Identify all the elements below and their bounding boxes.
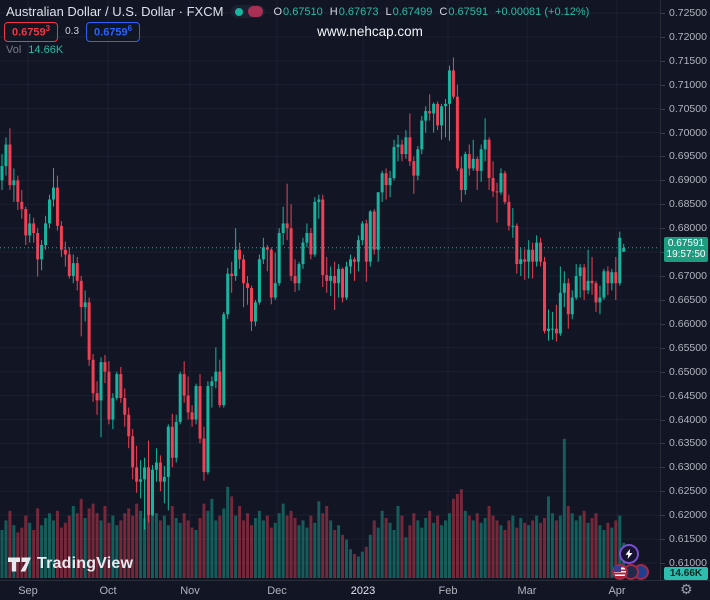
price-axis-tick: [661, 36, 665, 38]
price-axis-tick: [661, 323, 665, 325]
price-axis-label: 0.67000: [669, 270, 707, 283]
time-axis-label: Apr: [608, 585, 626, 597]
chart-pane[interactable]: Australian Dollar / U.S. Dollar · FXCM O…: [0, 0, 660, 580]
price-axis-label: 0.64000: [669, 413, 707, 426]
price-axis[interactable]: 0.67591 19:57:50 14.66K 0.72500 0.72000 0.…: [660, 0, 710, 580]
bid-ask-row: 0.67593 0.3 0.67596: [4, 22, 141, 42]
price-axis-tick: [661, 299, 665, 301]
price-axis-label: 0.66000: [669, 317, 707, 330]
ohlc-open: O0.67510: [273, 5, 323, 18]
price-axis-tick: [661, 156, 665, 158]
price-axis-label: 0.68000: [669, 222, 707, 235]
lightning-glyph-icon: [625, 549, 633, 559]
price-axis-label: 0.64500: [669, 389, 707, 402]
price-axis-tick: [661, 347, 665, 349]
ohlc-close: C0.67591: [439, 5, 489, 18]
vol-value: 14.66K: [28, 44, 64, 56]
price-axis-tick: [661, 491, 665, 493]
price-axis-tick: [661, 108, 665, 110]
price-axis-label: 0.65500: [669, 341, 707, 354]
price-axis-label: 0.68500: [669, 198, 707, 211]
spread-value: 0.3: [65, 26, 80, 38]
price-axis-tick: [661, 180, 665, 182]
time-axis-label: Feb: [438, 585, 458, 597]
price-axis-tick: [661, 276, 665, 278]
price-axis-label: 0.63000: [669, 461, 707, 474]
price-axis-tick: [661, 371, 665, 373]
price-axis-label: 0.65000: [669, 365, 707, 378]
ohlc-readout: O0.67510 H0.67673 L0.67499 C0.67591 +0.0…: [273, 6, 589, 18]
time-axis-label: Nov: [180, 585, 200, 597]
time-axis-label: Mar: [517, 585, 537, 597]
price-axis-tick: [661, 204, 665, 206]
time-axis-label: Oct: [99, 585, 117, 597]
buy-ask-button[interactable]: 0.67596: [86, 22, 141, 42]
price-axis-tick: [661, 228, 665, 230]
price-axis-tick: [661, 515, 665, 517]
tradingview-logo[interactable]: TradingView: [8, 555, 133, 573]
last-price-value: 0.67591: [667, 237, 705, 249]
price-axis-tick: [661, 395, 665, 397]
market-status-toggle-icon[interactable]: [231, 5, 266, 18]
market-open-dot-icon: [235, 7, 244, 16]
candlestick-chart[interactable]: [0, 0, 660, 580]
chart-header: Australian Dollar / U.S. Dollar · FXCM O…: [6, 4, 589, 19]
price-axis-label: 0.72500: [669, 7, 707, 19]
ohlc-change: +0.00081 (+0.12%): [495, 5, 590, 18]
price-axis-label: 0.70000: [669, 126, 707, 139]
time-axis-label: 2023: [350, 585, 376, 597]
last-price-badge: 0.67591 19:57:50: [664, 236, 708, 262]
bar-countdown: 19:57:50: [666, 249, 706, 261]
price-axis-tick: [661, 419, 665, 421]
ohlc-low: L0.67499: [385, 5, 433, 18]
price-axis-label: 0.63500: [669, 437, 707, 450]
price-axis-tick: [661, 467, 665, 469]
price-axis-label: 0.62000: [669, 509, 707, 522]
price-axis-label: 0.69000: [669, 174, 707, 187]
price-axis-label: 0.61000: [669, 557, 707, 569]
price-axis-tick: [661, 13, 665, 14]
vol-label: Vol: [6, 44, 22, 56]
price-axis-tick: [661, 539, 665, 541]
price-axis-tick: [661, 132, 665, 134]
us-flag-icon: [612, 564, 628, 580]
time-axis-label: Sep: [18, 585, 38, 597]
boost-lightning-icon[interactable]: [619, 544, 639, 564]
time-axis-label: Dec: [267, 585, 287, 597]
volume-axis-badge: 14.66K: [664, 567, 708, 580]
price-axis-tick: [661, 252, 665, 254]
price-axis-tick: [661, 84, 665, 86]
price-axis-tick: [661, 60, 665, 62]
gear-icon[interactable]: ⚙: [680, 582, 693, 598]
symbol-title[interactable]: Australian Dollar / U.S. Dollar · FXCM: [6, 4, 224, 19]
ohlc-high: H0.67673: [329, 5, 379, 18]
sell-bid-button[interactable]: 0.67593: [4, 22, 59, 42]
tradingview-logo-icon: [8, 557, 31, 571]
volume-readout: Vol 14.66K: [6, 44, 63, 56]
price-axis-label: 0.72000: [669, 30, 707, 43]
price-axis-label: 0.70500: [669, 102, 707, 115]
price-axis-label: 0.62500: [669, 485, 707, 498]
price-axis-label: 0.71000: [669, 78, 707, 91]
price-axis-tick: [661, 563, 665, 564]
price-axis-tick: [661, 443, 665, 445]
tradingview-wordmark: TradingView: [37, 555, 134, 572]
market-status-blob-icon: [248, 6, 264, 17]
price-axis-label: 0.61500: [669, 533, 707, 546]
watermark: www.nehcap.com: [317, 24, 423, 39]
time-axis[interactable]: ⚙ Sep Oct Nov Dec 2023 Feb Mar Apr: [0, 580, 710, 600]
price-axis-label: 0.69500: [669, 150, 707, 163]
price-axis-label: 0.71500: [669, 54, 707, 67]
price-axis-label: 0.66500: [669, 293, 707, 306]
